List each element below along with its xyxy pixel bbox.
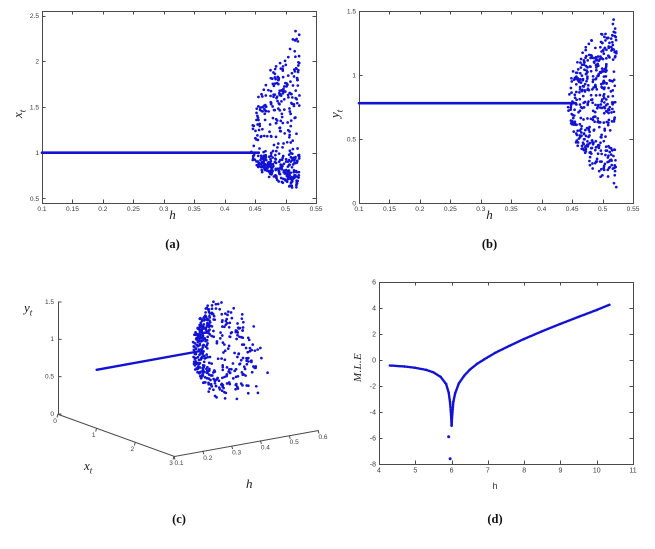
bifurcation-plot-a-canvas xyxy=(20,2,325,227)
plot-c-yt-label-main: y xyxy=(24,300,30,315)
plot-a-ylabel: xt xyxy=(10,110,28,118)
plot-a-xlabel-text: h xyxy=(169,207,176,222)
plot-c-xt-label-main: x xyxy=(84,458,90,473)
plot-a-ylabel-main: x xyxy=(10,112,25,118)
plot-d-ylabel-text: M.L.E xyxy=(352,353,364,382)
bifurcation-plot-3d-canvas xyxy=(12,266,346,516)
plot-c-yt-label-sub: t xyxy=(29,307,33,318)
plot-b-ylabel: yt xyxy=(327,110,345,118)
plot-d-xlabel-text: h xyxy=(492,481,498,491)
plot-c-h-label-text: h xyxy=(246,476,253,491)
mle-plot-canvas xyxy=(345,272,645,492)
plot-b-ylabel-sub: t xyxy=(334,109,345,113)
panel-b-label: (b) xyxy=(481,237,498,251)
panel-a-label: (a) xyxy=(165,237,180,251)
plot-a-ylabel-sub: t xyxy=(17,109,28,113)
plot-b-ylabel-main: y xyxy=(327,112,342,118)
plot-d-ylabel: M.L.E xyxy=(352,353,364,382)
bifurcation-plot-b-canvas xyxy=(337,2,642,227)
panel-d-label: (d) xyxy=(487,512,503,526)
plot-c-h-label: h xyxy=(246,476,253,492)
plot-b-xlabel-text: h xyxy=(486,207,493,222)
plot-c-xt-label: xt xyxy=(84,458,92,476)
plot-c-xt-label-sub: t xyxy=(89,465,93,476)
plot-b-xlabel: h xyxy=(337,207,642,223)
panel-c-label: (c) xyxy=(172,512,186,526)
plot-c-yt-label: yt xyxy=(24,300,32,318)
plot-d-xlabel: h xyxy=(345,477,645,493)
plot-a-xlabel: h xyxy=(20,207,325,223)
